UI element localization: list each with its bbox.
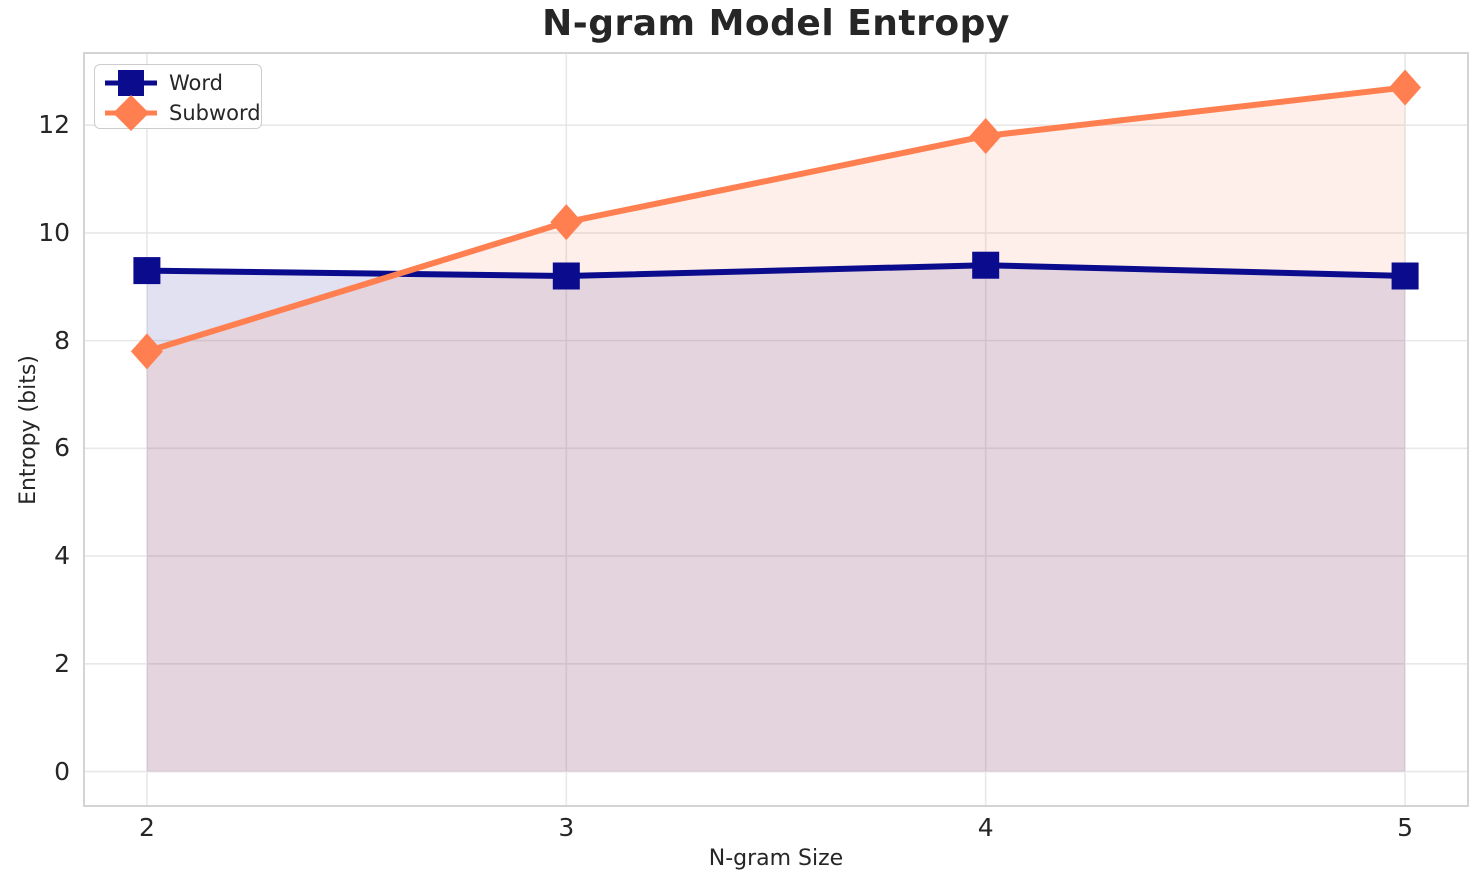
y-axis-label: Entropy (bits) — [16, 355, 41, 505]
legend-label-subword: Subword — [169, 101, 261, 125]
word-marker-2 — [133, 257, 161, 285]
word-marker-4 — [972, 251, 1000, 279]
word-area-fill — [146, 265, 1406, 772]
subword-legend-marker-icon — [105, 95, 157, 131]
y-tick-label-2: 2 — [54, 648, 70, 678]
x-tick-label-2: 2 — [138, 813, 155, 842]
subword-series-line — [143, 84, 1409, 355]
word-series-line — [143, 262, 1409, 279]
legend: Word Subword — [94, 64, 262, 131]
y-tick-label-6: 6 — [54, 433, 70, 463]
axes-spines — [83, 52, 1469, 807]
subword-marker-5 — [1389, 69, 1422, 106]
legend-label-word: Word — [169, 71, 223, 95]
subword-marker-2 — [130, 333, 163, 370]
word-marker-3 — [552, 262, 580, 290]
x-tick-label-3: 3 — [558, 813, 575, 842]
y-tick-label-4: 4 — [54, 541, 70, 571]
y-tick-label-0: 0 — [54, 756, 70, 786]
x-tick-label-5: 5 — [1397, 813, 1414, 842]
y-tick-label-8: 8 — [54, 325, 70, 355]
word-legend-marker-icon — [105, 70, 157, 96]
legend-item-subword: Subword — [105, 95, 261, 131]
subword-marker-3 — [550, 204, 583, 241]
legend-item-word: Word — [105, 68, 251, 98]
subword-marker-4 — [969, 117, 1002, 154]
x-tick-label-4: 4 — [977, 813, 994, 842]
x-axis-label: N-gram Size — [708, 846, 844, 871]
y-tick-label-10: 10 — [38, 217, 70, 247]
chart-title: N-gram Model Entropy — [542, 3, 1010, 44]
subword-area-fill — [146, 87, 1406, 772]
word-marker-5 — [1391, 262, 1419, 290]
y-tick-label-12: 12 — [38, 110, 70, 140]
